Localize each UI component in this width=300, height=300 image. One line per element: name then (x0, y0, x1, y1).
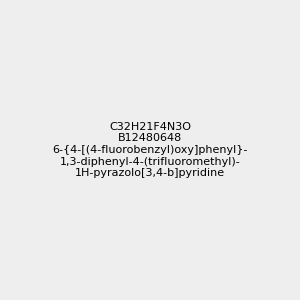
Text: C32H21F4N3O
B12480648
6-{4-[(4-fluorobenzyl)oxy]phenyl}-
1,3-diphenyl-4-(trifluo: C32H21F4N3O B12480648 6-{4-[(4-fluoroben… (52, 122, 248, 178)
